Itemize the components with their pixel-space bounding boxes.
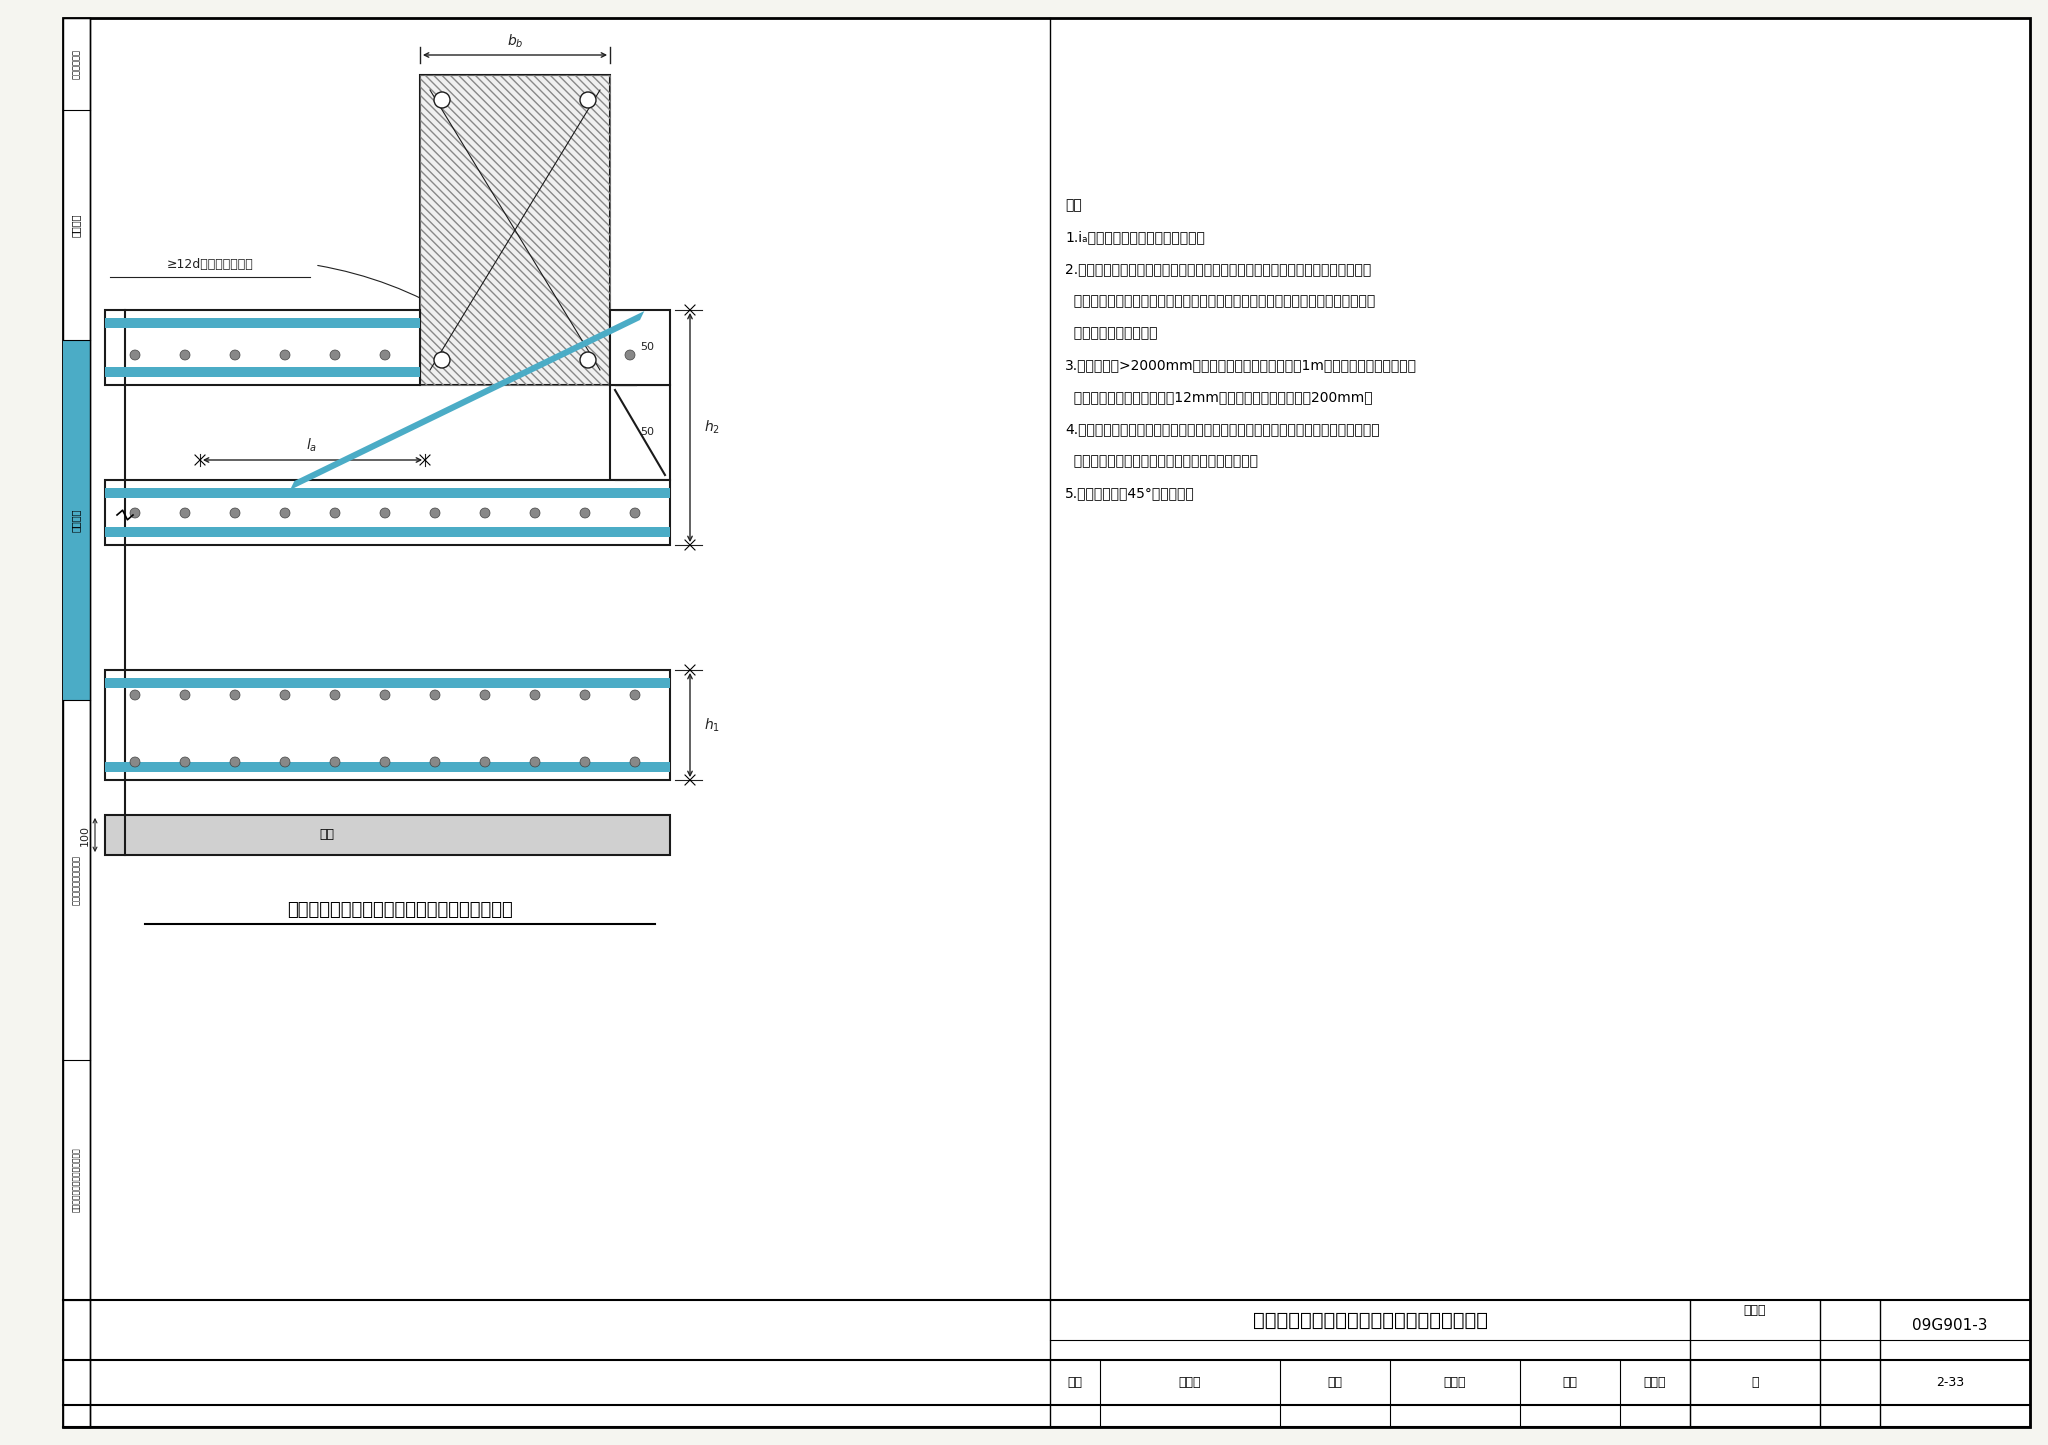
Bar [104, 527, 670, 538]
Text: 3.当基础板厚>2000mm时，宜在板厚方向间距不超过1m设置与板面平行的构造钉: 3.当基础板厚>2000mm时，宜在板厚方向间距不超过1m设置与板面平行的构造钉 [1065, 358, 1417, 371]
Polygon shape [291, 311, 645, 490]
Text: $h_1$: $h_1$ [705, 717, 721, 734]
Text: 页: 页 [1751, 1377, 1759, 1390]
Text: 筱形基础和地下室结构: 筱形基础和地下室结构 [72, 855, 80, 905]
Text: 50: 50 [639, 342, 653, 353]
Bar [104, 318, 420, 328]
Bar [63, 340, 90, 699]
Circle shape [281, 757, 291, 767]
Text: 图集号: 图集号 [1743, 1303, 1765, 1316]
Text: 独立基础、条形基础、桶基承台: 独立基础、条形基础、桶基承台 [72, 1147, 80, 1212]
Circle shape [631, 691, 639, 699]
Circle shape [580, 691, 590, 699]
Bar [63, 17, 90, 1428]
Text: 设计: 设计 [1563, 1377, 1577, 1390]
Text: 1.iₐ为非抗震纵向钉筋的锁固长度。: 1.iₐ为非抗震纵向钉筋的锁固长度。 [1065, 230, 1204, 244]
Circle shape [229, 691, 240, 699]
Circle shape [530, 757, 541, 767]
Text: 黄志刚: 黄志刚 [1180, 1377, 1202, 1390]
Circle shape [430, 691, 440, 699]
Text: 校对: 校对 [1327, 1377, 1343, 1390]
Text: 09G901-3: 09G901-3 [1913, 1318, 1989, 1332]
Text: 4.当实际工程的梁板式筏形基础平板与本图不同时，其构造应由设计者设计；当要求: 4.当实际工程的梁板式筏形基础平板与本图不同时，其构造应由设计者设计；当要求 [1065, 422, 1380, 436]
Text: 2-33: 2-33 [1935, 1377, 1964, 1390]
Text: $h_2$: $h_2$ [705, 418, 721, 436]
Bar [104, 762, 670, 772]
Text: 筏形基础: 筏形基础 [72, 509, 82, 532]
Text: ≥12d且至少到棁中线: ≥12d且至少到棁中线 [166, 259, 254, 272]
Circle shape [180, 691, 190, 699]
Circle shape [479, 509, 489, 517]
Circle shape [434, 92, 451, 108]
Circle shape [381, 509, 389, 517]
Polygon shape [610, 384, 670, 480]
Circle shape [180, 757, 190, 767]
Text: 王怀元: 王怀元 [1645, 1377, 1667, 1390]
Bar [104, 311, 420, 384]
Circle shape [330, 691, 340, 699]
Circle shape [430, 509, 440, 517]
Text: 的钉筋置于板厚内侧。: 的钉筋置于板厚内侧。 [1065, 327, 1157, 340]
Circle shape [129, 509, 139, 517]
Circle shape [580, 509, 590, 517]
Circle shape [530, 509, 541, 517]
Text: 50: 50 [639, 428, 653, 436]
Circle shape [625, 350, 635, 360]
Circle shape [580, 92, 596, 108]
Text: 垫层: 垫层 [319, 828, 334, 841]
Circle shape [381, 350, 389, 360]
Circle shape [330, 350, 340, 360]
Text: 板顶、板底均有高差时平板变截面部位钉筋构造: 板顶、板底均有高差时平板变截面部位钉筋构造 [287, 902, 512, 919]
Circle shape [229, 509, 240, 517]
Circle shape [434, 353, 451, 368]
Bar [104, 488, 670, 499]
Text: 审核: 审核 [1067, 1377, 1083, 1390]
Circle shape [479, 757, 489, 767]
Circle shape [631, 757, 639, 767]
Circle shape [479, 691, 489, 699]
Circle shape [281, 691, 291, 699]
Circle shape [180, 509, 190, 517]
Text: 2.基础平板同一层面的交叉钉筋，何向钉筋在上，何向钉筋在下，应按具体设计说: 2.基础平板同一层面的交叉钉筋，何向钉筋在上，何向钉筋在下，应按具体设计说 [1065, 262, 1372, 276]
Circle shape [129, 691, 139, 699]
Circle shape [330, 757, 340, 767]
Circle shape [430, 757, 440, 767]
Text: 施工参照本图构造施工时，应提供相应变更说明。: 施工参照本图构造施工时，应提供相应变更说明。 [1065, 454, 1257, 468]
Circle shape [180, 350, 190, 360]
Bar [104, 670, 670, 780]
Text: $b_b$: $b_b$ [506, 32, 522, 49]
Circle shape [281, 509, 291, 517]
Circle shape [330, 509, 340, 517]
Text: 张工文: 张工文 [1444, 1377, 1466, 1390]
Text: 筏形基础: 筏形基础 [72, 214, 82, 237]
Circle shape [381, 691, 389, 699]
Circle shape [281, 350, 291, 360]
Circle shape [129, 757, 139, 767]
Bar [104, 815, 670, 855]
Circle shape [129, 350, 139, 360]
Text: 5.板底台阶可为45°或接设计。: 5.板底台阶可为45°或接设计。 [1065, 486, 1194, 500]
Text: 梁板式筏形基础平板变截面部位钉筋排布构造: 梁板式筏形基础平板变截面部位钉筋排布构造 [1253, 1311, 1487, 1329]
Text: 明。当设计未作说明时，应按板跨长度将短跨方向的钉筋置于板厚外侧，另一方向: 明。当设计未作说明时，应按板跨长度将短跨方向的钉筋置于板厚外侧，另一方向 [1065, 293, 1376, 308]
Bar [420, 75, 610, 384]
Bar [104, 678, 670, 688]
Text: 一般构造做法: 一般构造做法 [72, 49, 80, 79]
Text: 100: 100 [80, 825, 90, 845]
Circle shape [381, 757, 389, 767]
Circle shape [229, 757, 240, 767]
Bar [104, 367, 420, 377]
Circle shape [580, 353, 596, 368]
Text: 注：: 注： [1065, 198, 1081, 212]
Circle shape [530, 691, 541, 699]
Circle shape [631, 509, 639, 517]
Bar [420, 75, 610, 384]
Bar [104, 480, 670, 545]
Text: $l_a$: $l_a$ [307, 436, 317, 454]
Circle shape [229, 350, 240, 360]
Text: 筋网片，钉筋直径不宜小于12mm，纵横方向间距不宜大于200mm。: 筋网片，钉筋直径不宜小于12mm，纵横方向间距不宜大于200mm。 [1065, 390, 1372, 405]
Circle shape [580, 757, 590, 767]
Bar [610, 311, 670, 384]
